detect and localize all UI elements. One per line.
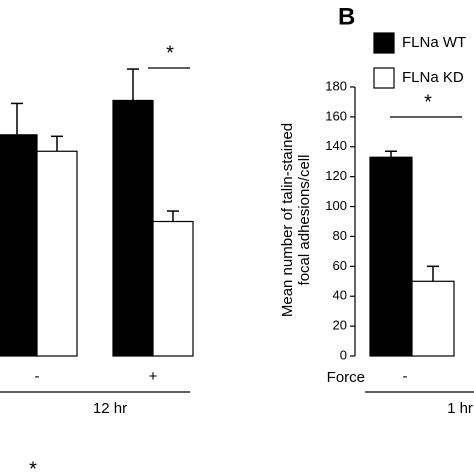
significance-star: * (29, 458, 37, 474)
x-tick-label: - (403, 368, 408, 385)
legend-swatch (373, 67, 395, 89)
group-label: 12 hr (93, 400, 127, 417)
y-tick-label: 60 (333, 258, 347, 273)
bar (112, 99, 154, 357)
x-tick-label: - (35, 368, 40, 385)
y-axis-label: focal adhesions/cell (296, 155, 313, 286)
y-tick-label: 20 (333, 318, 347, 333)
legend-label: FLNa WT (402, 34, 466, 51)
x-axis-label: Force (327, 369, 365, 386)
bar (411, 280, 455, 357)
bar (0, 134, 38, 357)
y-axis-label: Mean number of talin-stained (279, 123, 296, 317)
bar (36, 150, 78, 357)
x-tick-label: + (149, 368, 158, 385)
y-tick-label: 80 (333, 228, 347, 243)
y-tick-label: 140 (325, 138, 347, 153)
y-tick-label: 160 (325, 108, 347, 123)
group-label: 1 hr (447, 400, 473, 417)
y-tick-label: 0 (340, 347, 347, 362)
bar (369, 156, 413, 357)
y-tick-label: 120 (325, 168, 347, 183)
legend-swatch (373, 32, 395, 54)
y-tick-label: 40 (333, 288, 347, 303)
panel-label: B (338, 3, 355, 30)
significance-star: * (166, 42, 174, 64)
bar (152, 220, 194, 357)
significance-star: * (424, 91, 432, 113)
y-tick-label: 180 (325, 78, 347, 93)
legend-label: FLNa KD (402, 69, 464, 86)
y-tick-label: 100 (325, 198, 347, 213)
